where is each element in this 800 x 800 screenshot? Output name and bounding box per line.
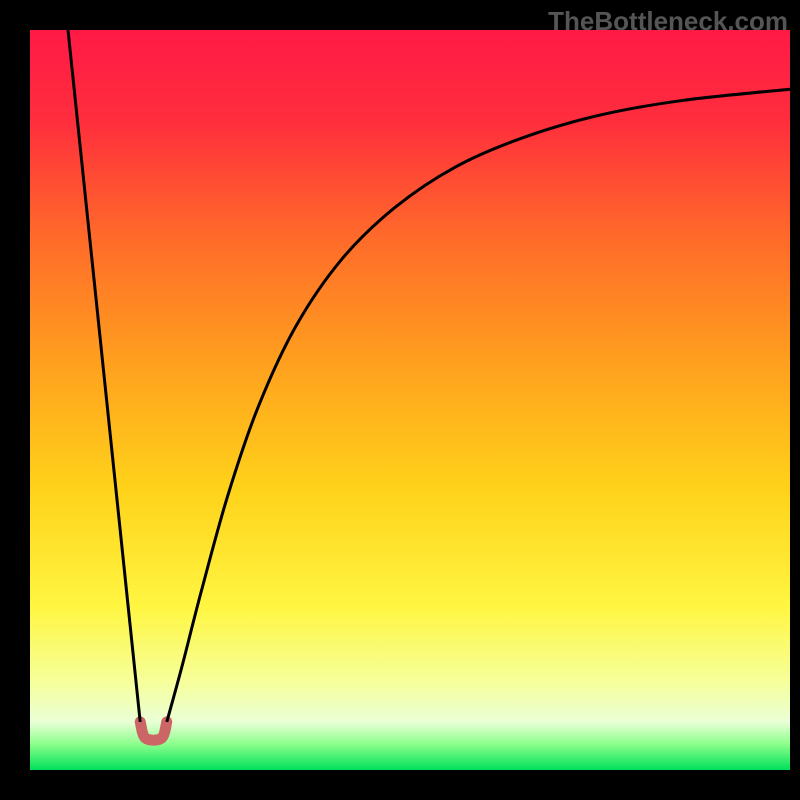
gradient-background <box>30 30 790 770</box>
bottleneck-chart: TheBottleneck.com <box>0 0 800 800</box>
plot-area <box>30 30 790 770</box>
chart-svg <box>30 30 790 770</box>
watermark-label: TheBottleneck.com <box>548 6 788 37</box>
